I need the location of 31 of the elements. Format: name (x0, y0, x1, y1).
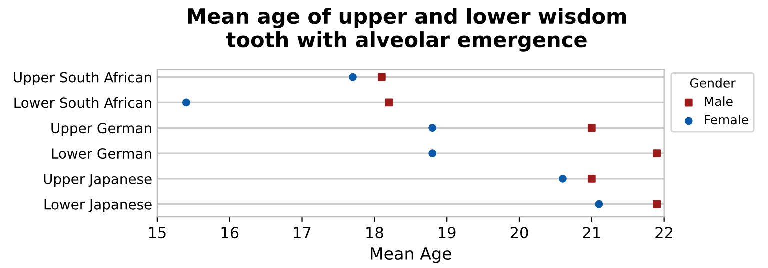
y-tick-label: Lower Japanese (44, 200, 152, 213)
y-tick-label: Upper German (52, 123, 152, 136)
y-tick-label: Upper Japanese (44, 174, 152, 188)
point (428, 150, 437, 158)
point (653, 150, 662, 158)
point (349, 73, 357, 82)
legend-label: Female (705, 114, 748, 125)
x-tick-label: 21 (583, 227, 600, 238)
x-tick-label: 15 (149, 227, 166, 239)
point (558, 175, 567, 183)
x-tick-label: 20 (510, 227, 528, 239)
point (378, 73, 386, 82)
chart-title: Mean age of upper and lower wisdom tooth with alveolar emergence (188, 8, 626, 52)
x-tick-label: 16 (222, 227, 239, 239)
point (588, 124, 596, 132)
point (182, 98, 190, 107)
x-axis-title: Mean Age (371, 248, 452, 264)
point (385, 98, 394, 107)
x-tick-label: 22 (656, 227, 673, 238)
y-tick-label: Lower South African (14, 97, 152, 108)
point (588, 175, 596, 183)
x-tick-label: 17 (294, 227, 311, 238)
y-tick-label: Lower German (52, 148, 152, 160)
y-tick-label: Upper South African (14, 72, 152, 86)
point (428, 124, 437, 132)
point (653, 200, 662, 208)
x-tick-label: 18 (366, 227, 384, 239)
point (595, 200, 604, 208)
legend-title: Gender (690, 78, 736, 88)
legend-label: Male (705, 96, 733, 106)
x-tick-label: 19 (439, 227, 456, 239)
